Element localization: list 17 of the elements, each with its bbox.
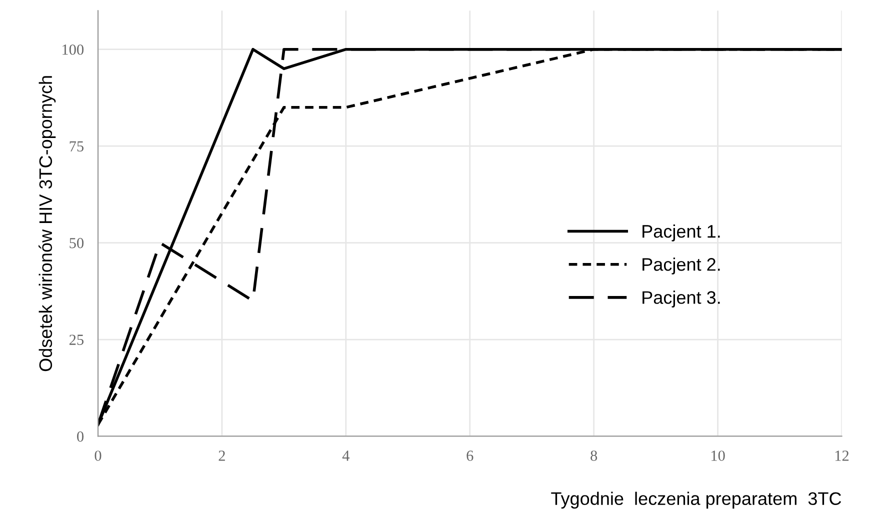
legend-label: Pacjent 1. — [642, 224, 720, 242]
y-tick-label: 100 — [62, 44, 84, 55]
y-tick-label: 0 — [77, 431, 84, 442]
legend-label: Pacjent 2. — [642, 258, 720, 274]
x-axis-title: Tygodnie leczenia preparatem 3TC — [551, 492, 842, 509]
x-tick-label: 6 — [466, 450, 474, 461]
y-tick-label: 25 — [70, 334, 84, 345]
x-tick-label: 12 — [835, 450, 849, 461]
x-tick-label: 2 — [218, 450, 225, 461]
y-axis-title: Odsetek wirionów HIV 3TC-opornych — [38, 76, 56, 372]
x-tick-label: 10 — [711, 450, 725, 461]
legend-label: Pacjent 3. — [642, 290, 720, 308]
x-tick-label: 0 — [94, 450, 102, 461]
x-tick-label: 4 — [342, 450, 350, 461]
x-tick-label: 8 — [590, 450, 598, 461]
y-tick-label: 50 — [70, 238, 84, 248]
y-tick-label: 75 — [70, 141, 84, 152]
